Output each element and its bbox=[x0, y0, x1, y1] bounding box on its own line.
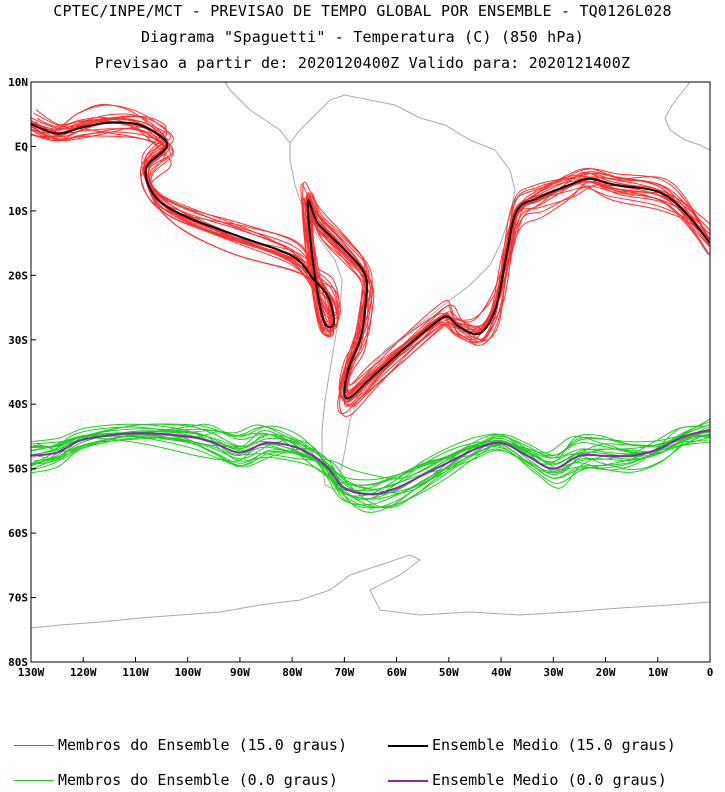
x-tick-label: 20W bbox=[596, 666, 616, 679]
ensemble-member-line bbox=[31, 425, 710, 509]
ensemble-member-line bbox=[31, 115, 709, 408]
legend-swatch-members-15 bbox=[14, 745, 54, 746]
y-tick-label: 80S bbox=[8, 656, 28, 669]
members-0-group bbox=[31, 418, 710, 513]
ensemble-member-line bbox=[31, 126, 710, 386]
central-america-outline bbox=[224, 82, 291, 144]
ensemble-member-line bbox=[31, 117, 710, 406]
x-tick-label: 120W bbox=[70, 666, 97, 679]
legend-label-members-0: Membros do Ensemble (0.0 graus) bbox=[58, 771, 338, 789]
ensemble-member-line bbox=[31, 125, 710, 393]
ensemble-member-line bbox=[31, 129, 710, 391]
y-tick-label: 10N bbox=[8, 76, 28, 89]
y-tick-label: 20S bbox=[8, 269, 28, 282]
ensemble-member-line bbox=[31, 113, 710, 407]
x-tick-label: 50W bbox=[439, 666, 459, 679]
y-tick-label: 30S bbox=[8, 334, 28, 347]
means-group bbox=[31, 121, 710, 496]
ensemble-mean-line bbox=[31, 121, 710, 400]
y-tick-label: 10S bbox=[8, 205, 28, 218]
x-tick-label: 100W bbox=[174, 666, 201, 679]
x-tick-label: 130W bbox=[18, 666, 45, 679]
x-tick-label: 40W bbox=[491, 666, 511, 679]
ensemble-member-line bbox=[35, 109, 710, 399]
ensemble-member-line bbox=[31, 423, 710, 509]
x-tick-label: 90W bbox=[230, 666, 250, 679]
ensemble-member-line bbox=[31, 423, 709, 497]
chart-title: CPTEC/INPE/MCT - PREVISAO DE TEMPO GLOBA… bbox=[53, 2, 672, 20]
legend-swatch-members-0 bbox=[14, 780, 54, 781]
x-axis: 130W 120W 110W 100W 90W 80W 70W 60W 50W 40W 30W 20W… bbox=[18, 657, 714, 679]
y-tick-label: 50S bbox=[8, 463, 28, 476]
ensemble-member-line bbox=[35, 121, 710, 397]
x-tick-label: 60W bbox=[387, 666, 407, 679]
ensemble-member-line bbox=[33, 118, 710, 403]
ensemble-member-line bbox=[33, 112, 710, 400]
ensemble-member-line bbox=[33, 423, 708, 506]
ensemble-member-line bbox=[31, 424, 710, 509]
y-tick-label: EQ bbox=[15, 140, 29, 153]
chart-subtitle: Diagrama "Spaguetti" - Temperatura (C) (… bbox=[140, 28, 585, 46]
africa-outline bbox=[664, 82, 710, 151]
ensemble-member-line bbox=[31, 118, 710, 403]
x-tick-label: 10W bbox=[648, 666, 668, 679]
chart-info: Previsao a partir de: 2020120400Z Valido… bbox=[94, 54, 631, 72]
continent-outlines bbox=[31, 82, 710, 629]
ensemble-member-line bbox=[31, 418, 710, 489]
x-tick-label: 110W bbox=[122, 666, 149, 679]
x-tick-label: 30W bbox=[543, 666, 563, 679]
y-axis: 10N EQ 10S 20S 30S 40S 50S 60S 70S 80S bbox=[8, 76, 36, 669]
ensemble-member-line bbox=[34, 121, 710, 399]
x-tick-label: 0 bbox=[707, 666, 714, 679]
plot-frame bbox=[30, 81, 711, 663]
ensemble-member-line bbox=[31, 126, 707, 393]
ensemble-member-line bbox=[31, 116, 710, 406]
ensemble-member-line bbox=[31, 420, 710, 484]
antarctica-outline bbox=[31, 554, 710, 629]
legend-swatch-mean-0 bbox=[388, 780, 428, 782]
ensemble-member-line bbox=[31, 119, 710, 401]
ensemble-mean-line bbox=[31, 429, 710, 496]
y-tick-label: 70S bbox=[8, 592, 28, 605]
members-15-group bbox=[31, 103, 710, 417]
legend-label-mean-15: Ensemble Medio (15.0 graus) bbox=[432, 736, 676, 754]
ensemble-member-line bbox=[33, 424, 709, 486]
x-tick-label: 70W bbox=[334, 666, 354, 679]
y-tick-label: 40S bbox=[8, 398, 28, 411]
ensemble-member-line bbox=[31, 117, 710, 403]
legend-label-mean-0: Ensemble Medio (0.0 graus) bbox=[432, 771, 667, 789]
south-america-outline bbox=[289, 94, 516, 491]
ensemble-member-line bbox=[36, 103, 710, 415]
y-tick-label: 60S bbox=[8, 527, 28, 540]
legend-label-members-15: Membros do Ensemble (15.0 graus) bbox=[58, 736, 347, 754]
x-tick-label: 80W bbox=[282, 666, 302, 679]
ensemble-member-line bbox=[33, 104, 710, 417]
legend-swatch-mean-15 bbox=[388, 745, 428, 747]
ensemble-member-line bbox=[31, 119, 709, 392]
